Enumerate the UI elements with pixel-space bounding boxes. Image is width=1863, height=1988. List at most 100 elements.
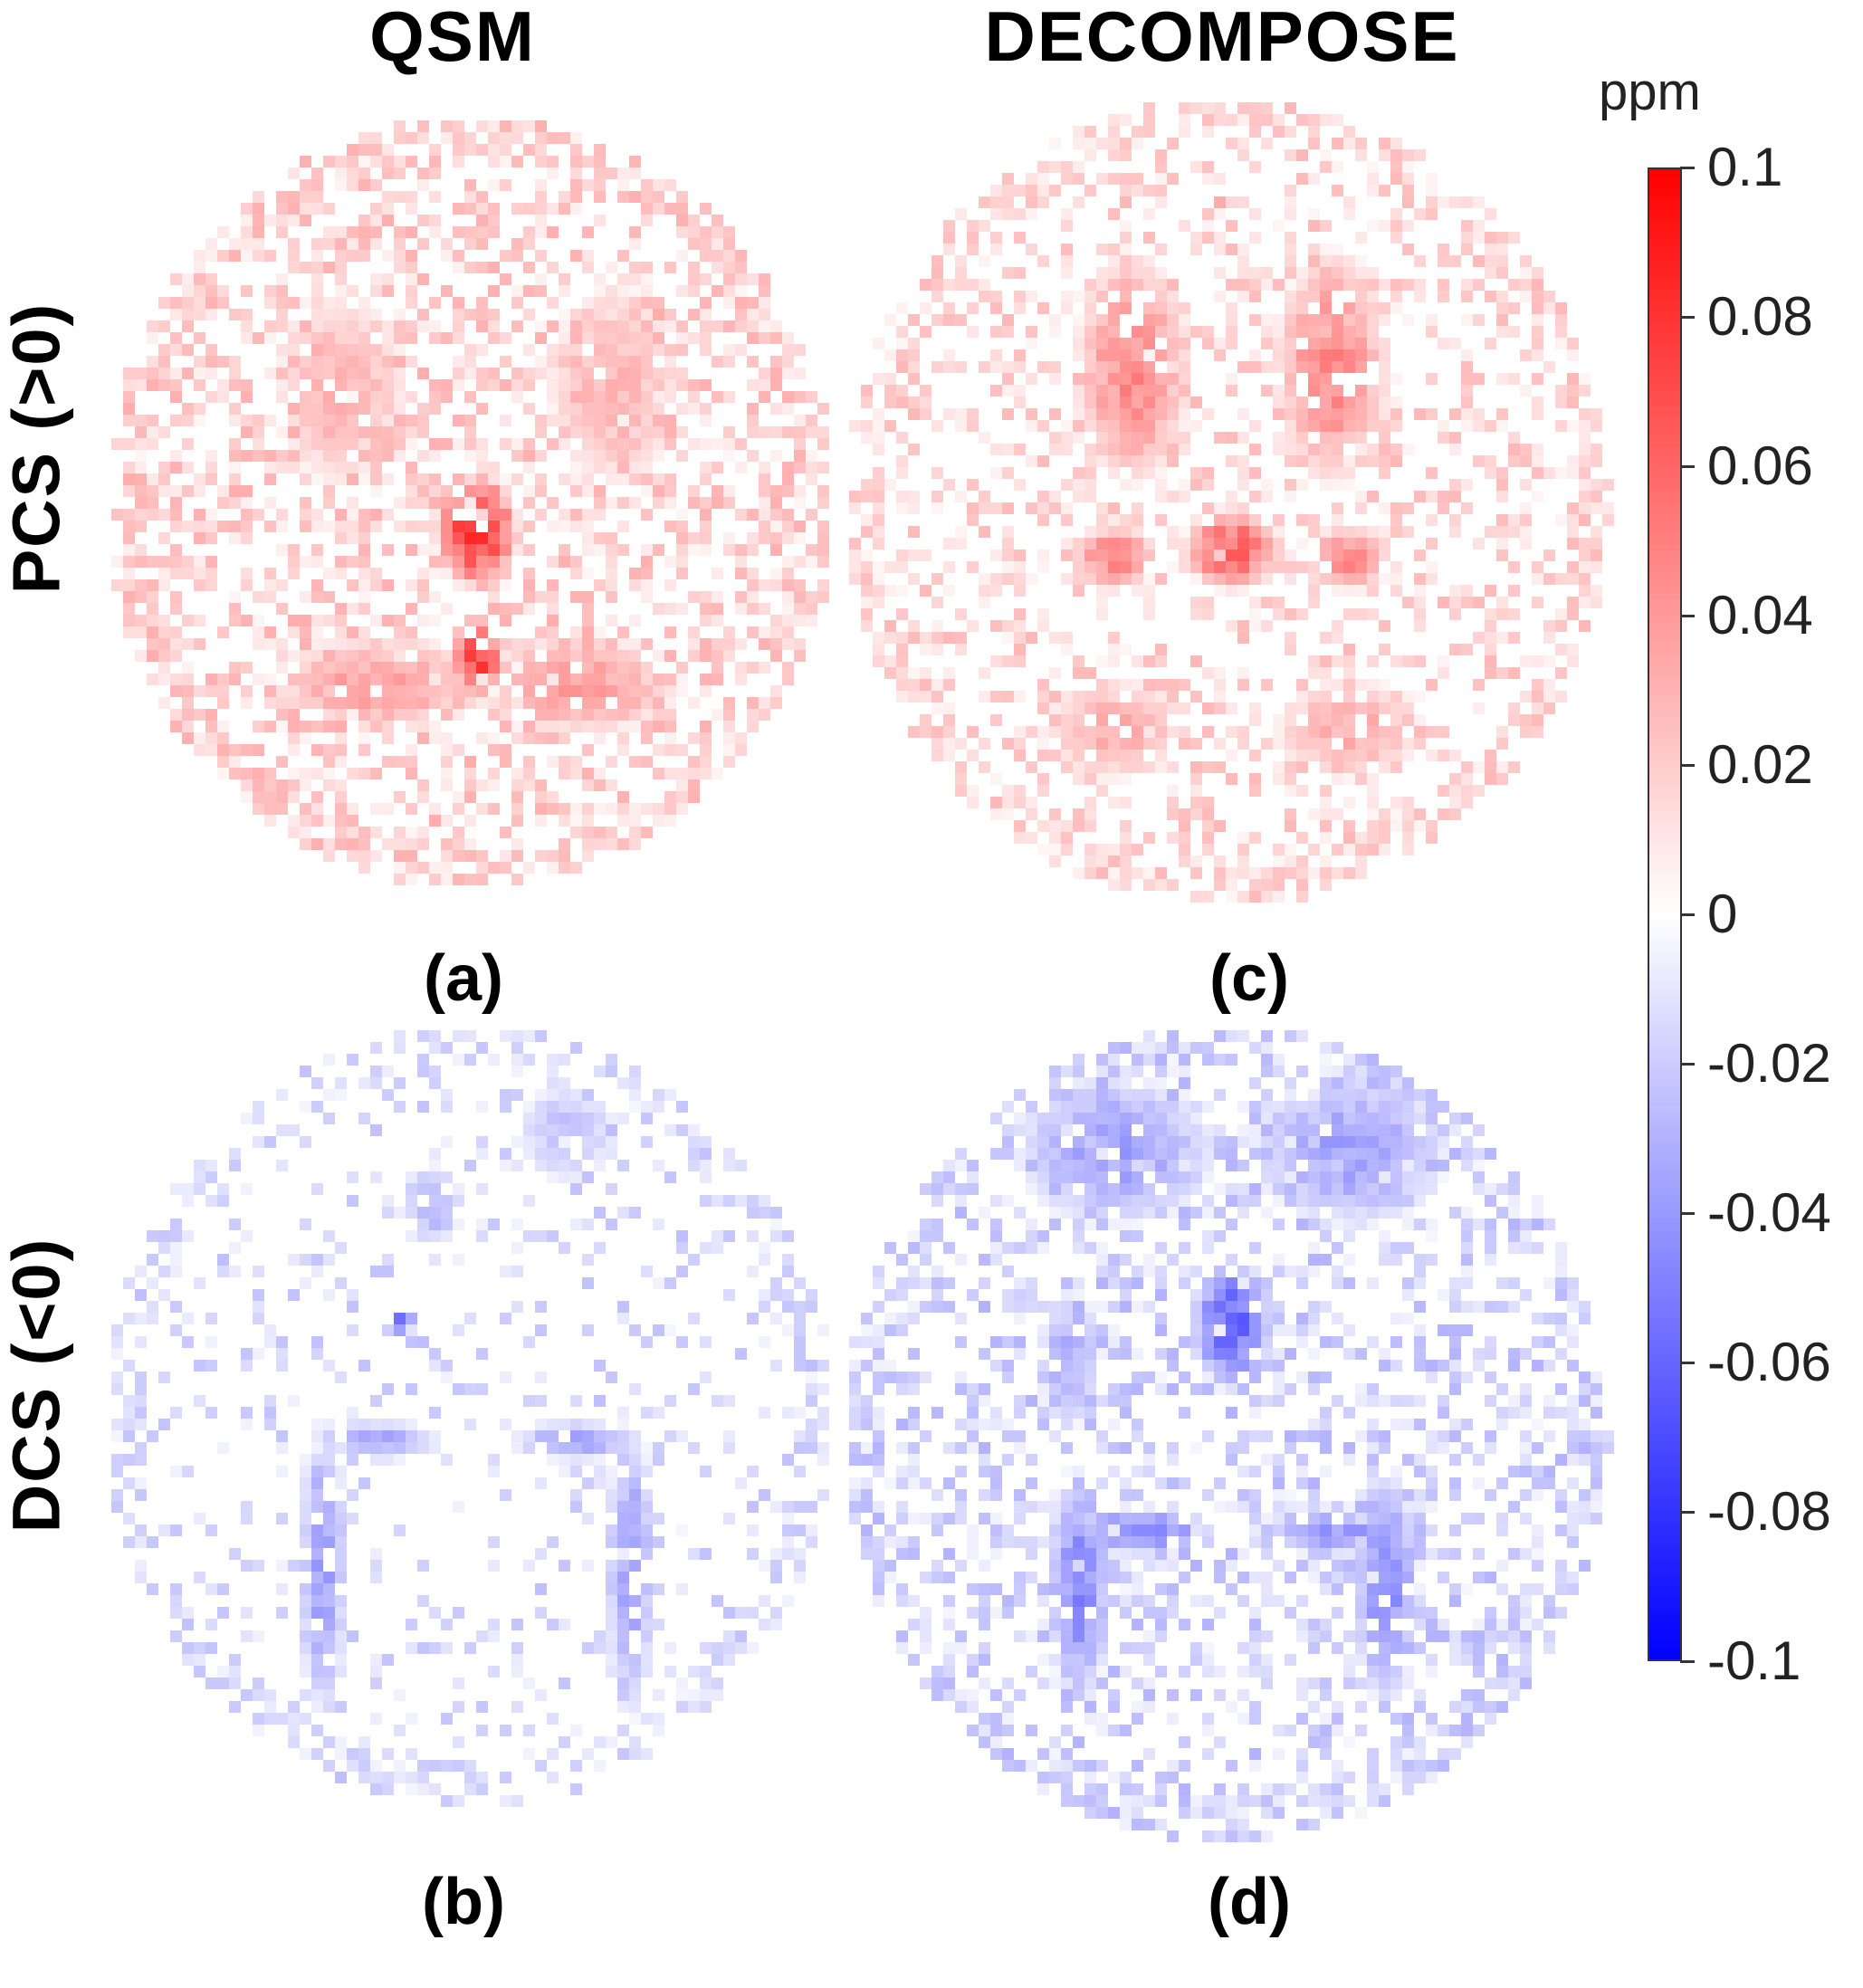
voxel: [782, 591, 794, 603]
voxel: [488, 1630, 500, 1642]
voxel: [335, 285, 347, 297]
voxel: [641, 1619, 653, 1630]
voxel: [1120, 644, 1132, 655]
voxel: [523, 1113, 535, 1124]
voxel: [406, 438, 417, 450]
voxel: [500, 379, 511, 391]
voxel: [747, 403, 759, 415]
voxel: [464, 556, 476, 568]
voxel: [759, 273, 770, 285]
voxel: [759, 297, 770, 309]
voxel: [488, 532, 500, 544]
voxel: [1379, 397, 1390, 408]
voxel: [1402, 738, 1414, 750]
voxel: [1367, 185, 1379, 196]
voxel: [241, 532, 253, 544]
voxel: [1343, 397, 1355, 408]
voxel: [594, 768, 606, 779]
voxel: [523, 450, 535, 462]
voxel: [453, 250, 464, 262]
voxel: [1343, 326, 1355, 338]
voxel: [1402, 714, 1414, 726]
voxel: [276, 662, 288, 674]
voxel: [1355, 561, 1367, 573]
voxel: [1261, 738, 1273, 750]
voxel: [688, 544, 700, 556]
voxel: [229, 532, 241, 544]
voxel: [394, 1725, 406, 1736]
voxel: [1461, 644, 1473, 655]
voxel: [794, 615, 806, 626]
voxel: [1461, 385, 1473, 397]
voxel: [535, 132, 547, 144]
voxel: [723, 285, 735, 297]
voxel: [511, 1430, 523, 1442]
voxel: [1026, 420, 1037, 432]
voxel: [1355, 1124, 1367, 1136]
voxel: [358, 1736, 370, 1748]
voxel: [370, 156, 382, 167]
voxel: [896, 397, 908, 408]
voxel: [394, 1442, 406, 1454]
voxel: [1402, 173, 1414, 185]
voxel: [920, 550, 932, 561]
voxel: [570, 1454, 582, 1466]
voxel: [417, 1183, 429, 1195]
voxel: [582, 815, 594, 827]
voxel: [406, 262, 417, 273]
voxel: [358, 556, 370, 568]
voxel: [990, 349, 1002, 361]
voxel: [194, 262, 205, 273]
voxel: [606, 1536, 617, 1548]
voxel: [1249, 867, 1261, 879]
voxel: [1190, 538, 1202, 550]
voxel: [1073, 1089, 1084, 1101]
voxel: [358, 1748, 370, 1760]
voxel: [523, 768, 535, 779]
voxel: [1120, 479, 1132, 491]
voxel: [523, 438, 535, 450]
voxel: [441, 332, 453, 344]
voxel: [747, 591, 759, 603]
voxel: [182, 674, 194, 685]
voxel: [570, 509, 582, 521]
voxel: [676, 250, 688, 262]
voxel: [1108, 208, 1120, 220]
voxel: [629, 709, 641, 721]
voxel: [311, 1607, 323, 1619]
voxel: [311, 203, 323, 215]
voxel: [759, 1407, 770, 1419]
voxel: [1367, 679, 1379, 691]
voxel: [358, 379, 370, 391]
voxel: [1084, 338, 1096, 349]
voxel: [335, 1654, 347, 1666]
voxel: [406, 191, 417, 203]
voxel: [770, 1313, 782, 1324]
voxel: [1226, 220, 1237, 232]
voxel: [653, 1219, 664, 1230]
voxel: [300, 403, 311, 415]
voxel: [1508, 302, 1520, 314]
voxel: [1367, 1101, 1379, 1113]
voxel: [794, 497, 806, 509]
voxel: [1379, 467, 1390, 479]
voxel: [1132, 408, 1143, 420]
voxel: [394, 426, 406, 438]
voxel: [617, 356, 629, 368]
voxel: [955, 314, 967, 326]
voxel: [111, 1454, 123, 1466]
voxel: [488, 1454, 500, 1466]
voxel: [182, 521, 194, 532]
voxel: [629, 1442, 641, 1454]
voxel: [1132, 361, 1143, 373]
voxel: [1390, 750, 1402, 761]
voxel: [1367, 585, 1379, 597]
voxel: [288, 297, 300, 309]
voxel: [241, 1513, 253, 1524]
voxel: [170, 1242, 182, 1254]
voxel: [300, 521, 311, 532]
voxel: [582, 1277, 594, 1289]
voxel: [1167, 1160, 1179, 1171]
voxel: [1343, 1101, 1355, 1113]
voxel: [617, 1301, 629, 1313]
